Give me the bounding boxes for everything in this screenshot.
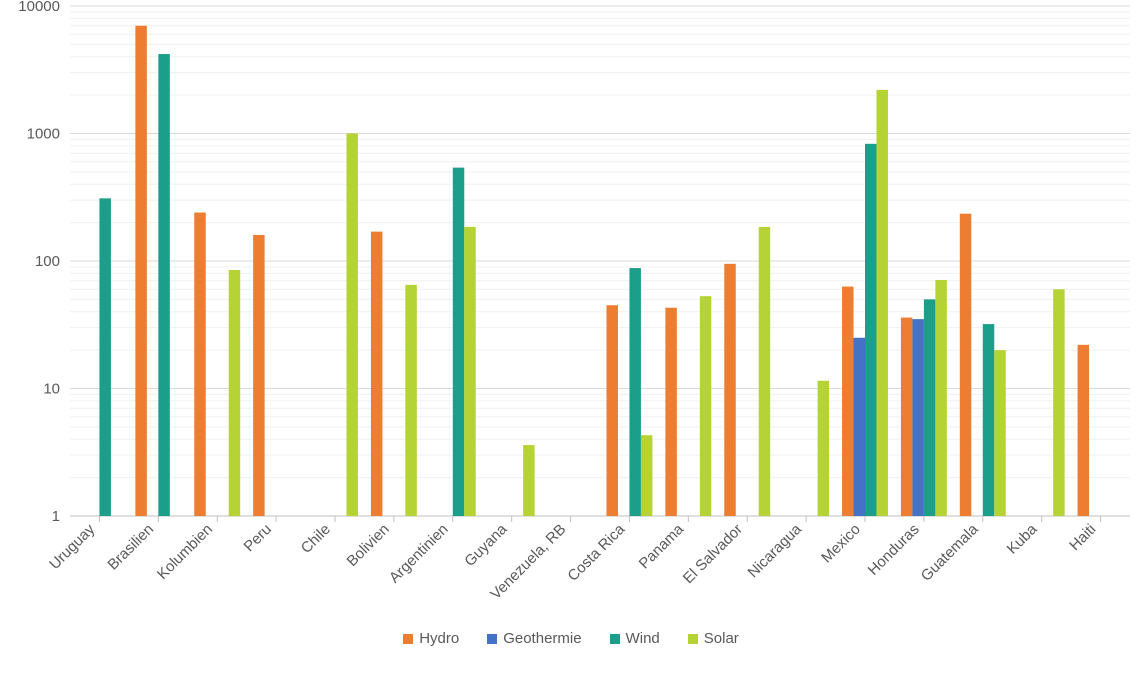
legend-label: Hydro: [419, 630, 459, 647]
bar-wind: [924, 299, 935, 516]
bar-hydro: [194, 213, 205, 516]
bar-hydro: [253, 235, 264, 516]
bar-solar: [994, 350, 1005, 516]
legend-label: Wind: [626, 630, 660, 647]
legend-item-geothermie: Geothermie: [487, 630, 581, 647]
bar-solar: [464, 227, 475, 516]
bar-hydro: [665, 308, 676, 516]
legend-item-hydro: Hydro: [403, 630, 459, 647]
bar-solar: [876, 90, 887, 516]
bar-solar: [818, 381, 829, 516]
legend-item-wind: Wind: [610, 630, 660, 647]
chart-container: 110100100010000UruguayBrasilienKolumbien…: [0, 0, 1142, 669]
bar-geothermie: [854, 338, 865, 516]
bar-wind: [983, 324, 994, 516]
legend-swatch: [487, 634, 497, 644]
y-tick-label: 100: [35, 253, 60, 270]
legend-item-solar: Solar: [688, 630, 739, 647]
bar-hydro: [901, 318, 912, 516]
bar-hydro: [371, 232, 382, 516]
bar-solar: [405, 285, 416, 516]
legend-swatch: [610, 634, 620, 644]
bar-hydro: [960, 214, 971, 516]
bar-wind: [865, 144, 876, 516]
bar-wind: [99, 198, 110, 516]
bar-solar: [935, 280, 946, 516]
bar-solar: [523, 445, 534, 516]
bar-geothermie: [912, 319, 923, 516]
bar-wind: [629, 268, 640, 516]
bar-wind: [158, 54, 169, 516]
legend-label: Solar: [704, 630, 739, 647]
bar-solar: [229, 270, 240, 516]
y-tick-label: 10: [43, 381, 60, 398]
legend-swatch: [688, 634, 698, 644]
legend: Hydro Geothermie Wind Solar: [0, 630, 1142, 648]
legend-swatch: [403, 634, 413, 644]
bar-hydro: [842, 287, 853, 516]
bar-solar: [1053, 289, 1064, 516]
y-tick-label: 1000: [27, 126, 60, 143]
bar-solar: [700, 296, 711, 516]
bar-solar: [346, 134, 357, 517]
bar-wind: [453, 168, 464, 516]
bar-hydro: [606, 305, 617, 516]
bar-solar: [641, 435, 652, 516]
bar-hydro: [724, 264, 735, 516]
bar-hydro: [135, 26, 146, 516]
bar-solar: [759, 227, 770, 516]
bar-hydro: [1078, 345, 1089, 516]
legend-label: Geothermie: [503, 630, 581, 647]
bar-chart-svg: 110100100010000UruguayBrasilienKolumbien…: [0, 0, 1142, 669]
y-tick-label: 1: [52, 508, 60, 525]
y-tick-label: 10000: [18, 0, 60, 15]
